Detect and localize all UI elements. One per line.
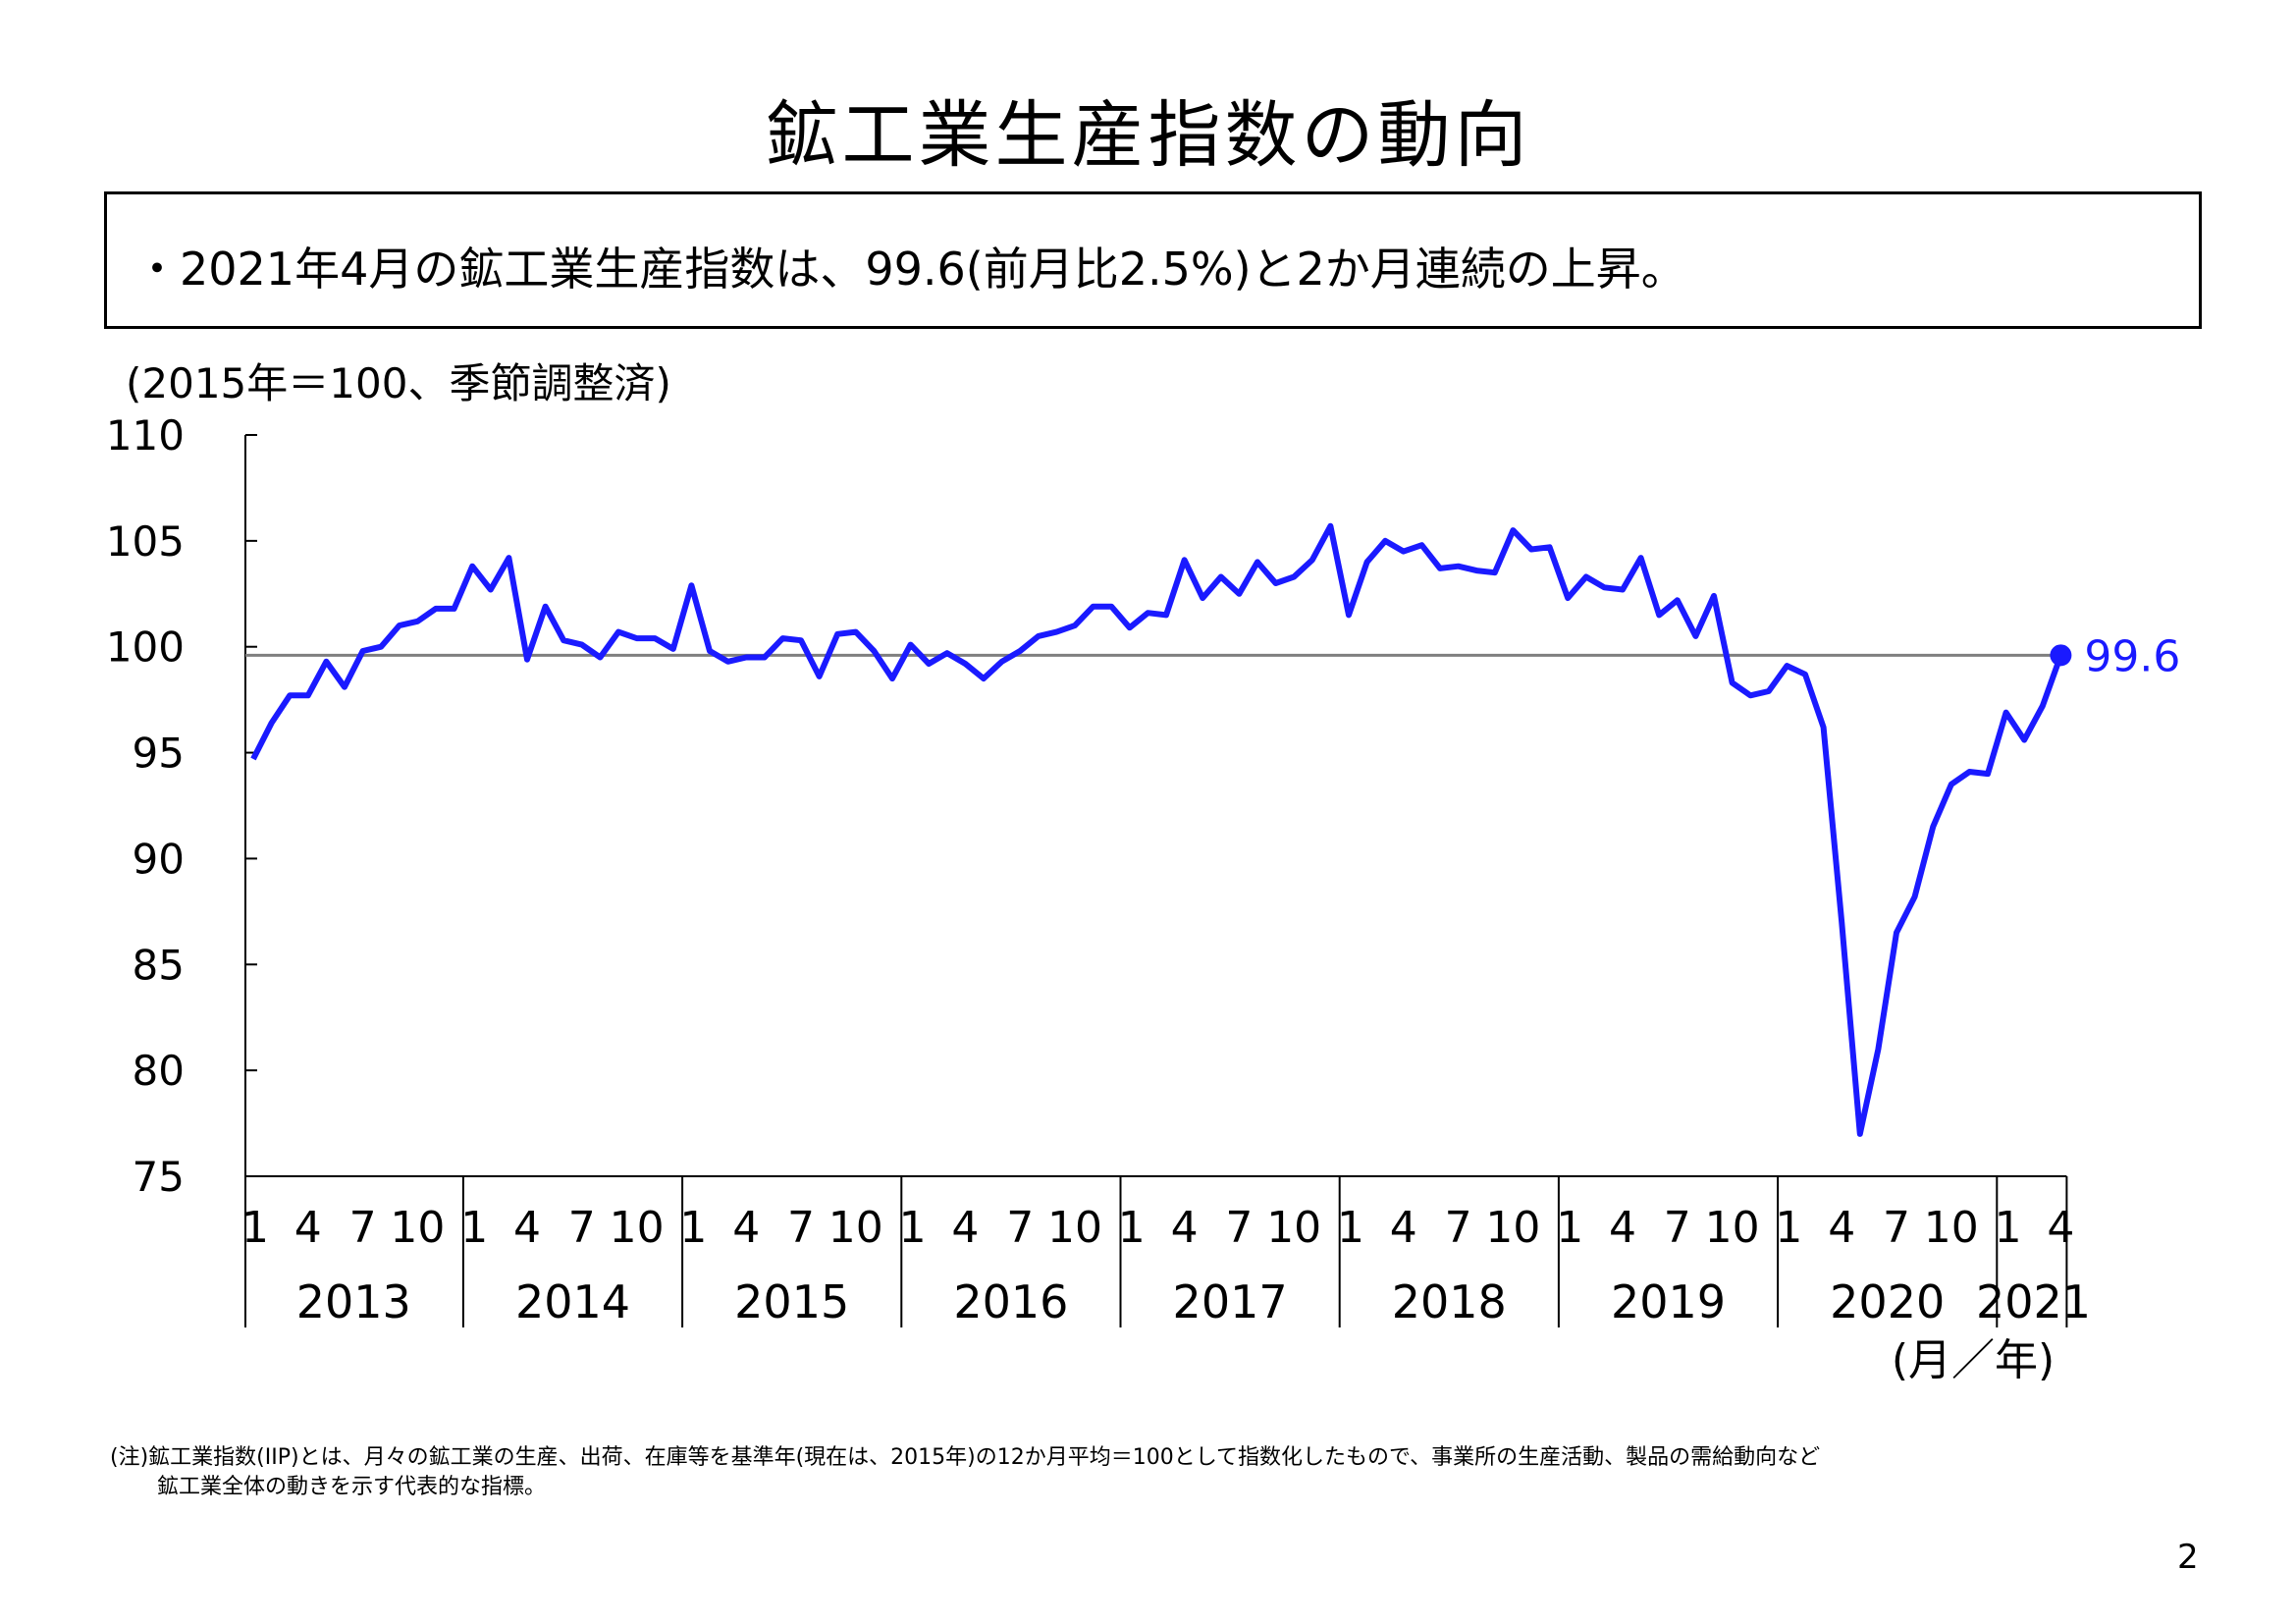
- year-label: 2019: [1611, 1275, 1726, 1328]
- month-tick-label: 4: [1828, 1203, 1855, 1253]
- last-point-marker: [2050, 644, 2072, 667]
- month-tick-label: 1: [1995, 1203, 2022, 1253]
- month-tick-label: 4: [951, 1203, 979, 1253]
- page-title: 鉱工業生産指数の動向: [765, 93, 1531, 178]
- year-label: 2020: [1830, 1275, 1945, 1328]
- month-tick-label: 10: [1047, 1203, 1102, 1253]
- month-tick-label: 7: [1883, 1203, 1910, 1253]
- summary-text: ・2021年4月の鉱工業生産指数は、99.6(前月比2.5%)と2か月連続の上昇…: [134, 243, 1686, 296]
- month-tick-label: 10: [1705, 1203, 1760, 1253]
- month-tick-label: 1: [679, 1203, 707, 1253]
- month-tick-label: 7: [1664, 1203, 1691, 1253]
- month-tick-label: 7: [787, 1203, 815, 1253]
- month-tick-label: 7: [568, 1203, 596, 1253]
- year-label: 2017: [1173, 1275, 1288, 1328]
- month-tick-label: 4: [1171, 1203, 1199, 1253]
- month-tick-label: 7: [1225, 1203, 1253, 1253]
- month-tick-label: 10: [610, 1203, 665, 1253]
- y-tick-label: 80: [133, 1047, 185, 1095]
- month-tick-label: 1: [1775, 1203, 1802, 1253]
- month-tick-label: 1: [460, 1203, 488, 1253]
- month-tick-label: 1: [899, 1203, 927, 1253]
- y-tick-label: 95: [133, 730, 185, 778]
- month-tick-label: 10: [390, 1203, 445, 1253]
- year-label: 2021: [1976, 1275, 2091, 1328]
- y-tick-label: 110: [106, 411, 185, 460]
- month-tick-label: 4: [294, 1203, 322, 1253]
- year-label: 2016: [953, 1275, 1068, 1328]
- month-tick-label: 10: [828, 1203, 883, 1253]
- month-tick-label: 4: [1390, 1203, 1417, 1253]
- x-axis-label: (月／年): [1892, 1335, 2055, 1385]
- month-tick-label: 10: [1266, 1203, 1321, 1253]
- series-line: [250, 522, 2064, 1137]
- footnote-line-1: (注)鉱工業指数(IIP)とは、月々の鉱工業の生産、出荷、在庫等を基準年(現在は…: [110, 1445, 1821, 1470]
- month-tick-label: 4: [732, 1203, 760, 1253]
- month-tick-label: 1: [1337, 1203, 1364, 1253]
- month-tick-label: 1: [1556, 1203, 1583, 1253]
- y-tick-label: 105: [106, 517, 185, 566]
- summary-box: ・2021年4月の鉱工業生産指数は、99.6(前月比2.5%)と2か月連続の上昇…: [104, 191, 2202, 329]
- year-label: 2015: [734, 1275, 849, 1328]
- last-point-label: 99.6: [2084, 631, 2180, 681]
- month-tick-label: 10: [1485, 1203, 1540, 1253]
- y-tick-label: 85: [133, 941, 185, 989]
- year-label: 2014: [515, 1275, 630, 1328]
- month-tick-label: 1: [241, 1203, 269, 1253]
- y-tick-label: 100: [106, 623, 185, 672]
- month-tick-label: 4: [1609, 1203, 1636, 1253]
- y-tick-label: 75: [133, 1153, 185, 1201]
- month-tick-label: 7: [349, 1203, 377, 1253]
- year-label: 2013: [296, 1275, 411, 1328]
- month-tick-label: 4: [513, 1203, 541, 1253]
- month-tick-label: 7: [1006, 1203, 1034, 1253]
- y-tick-label: 90: [133, 835, 185, 883]
- month-tick-label: 1: [1118, 1203, 1146, 1253]
- year-label: 2018: [1392, 1275, 1507, 1328]
- unit-note: (2015年＝100、季節調整済): [126, 359, 671, 407]
- month-tick-label: 4: [2047, 1203, 2074, 1253]
- month-tick-label: 10: [1924, 1203, 1979, 1253]
- month-tick-label: 7: [1445, 1203, 1472, 1253]
- footnote-line-2: 鉱工業全体の動きを示す代表的な指標。: [157, 1475, 547, 1499]
- page-number: 2: [2177, 1538, 2199, 1577]
- footnote: (注)鉱工業指数(IIP)とは、月々の鉱工業の生産、出荷、在庫等を基準年(現在は…: [110, 1443, 1820, 1502]
